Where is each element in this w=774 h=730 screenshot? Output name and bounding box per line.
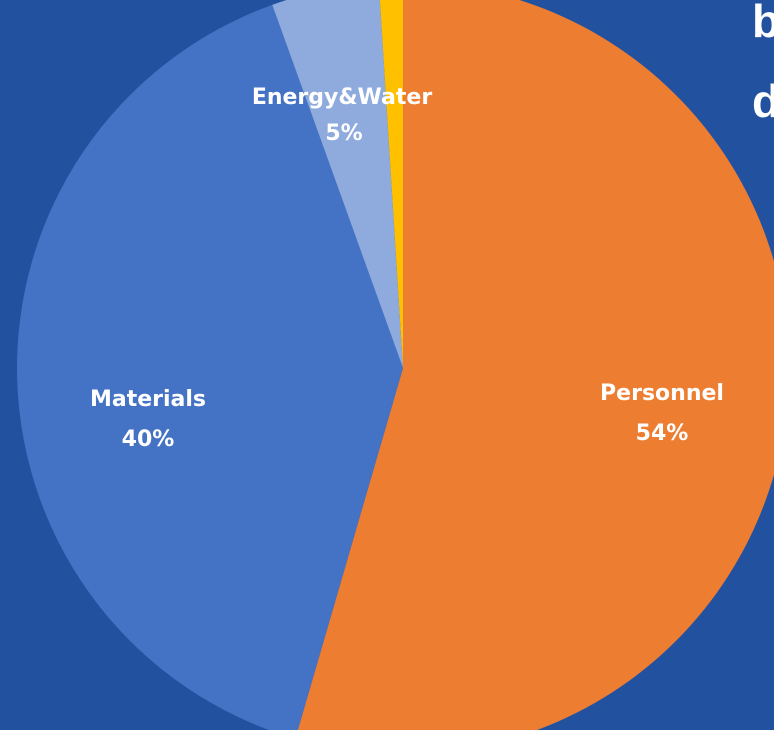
cut-off-title-line-1: b (752, 0, 774, 47)
pie-slice-energy-water (272, 0, 403, 368)
slice-label-personnel: Personnel (600, 381, 724, 406)
slice-value-energy-water: 5% (325, 121, 362, 146)
slice-value-materials: 40% (122, 427, 175, 452)
cut-off-title-line-2: d (752, 75, 774, 127)
slice-value-personnel: 54% (636, 421, 689, 446)
pie-slice-other (379, 0, 403, 368)
pie-labels: Personnel 54% Materials 40% Energy&Water… (90, 85, 724, 452)
slice-label-materials: Materials (90, 387, 206, 412)
pie-slice-personnel (297, 0, 774, 730)
pie-slices (17, 0, 774, 730)
pie-slice-materials (17, 4, 403, 730)
slice-label-energy-water: Energy&Water (252, 85, 433, 110)
